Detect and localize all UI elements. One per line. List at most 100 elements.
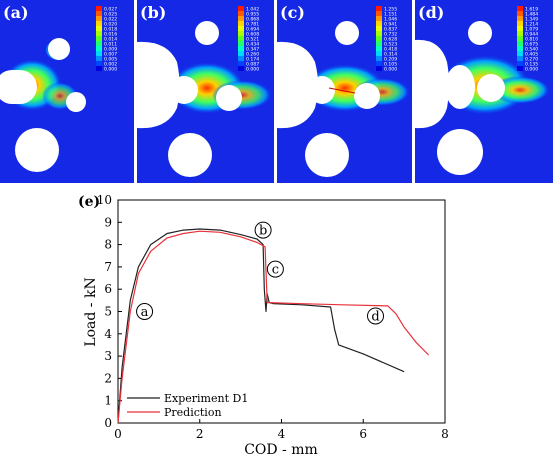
legend-c: 1.2551.1511.0460.9410.8370.7320.6280.523… xyxy=(376,6,397,73)
legend-swatch xyxy=(517,6,523,11)
annotation-circle xyxy=(266,260,284,278)
legend-value: 0.007 xyxy=(104,52,117,58)
contour-plot-d xyxy=(415,0,553,183)
legend-swatch xyxy=(238,56,244,61)
legend-swatch xyxy=(376,26,382,31)
legend-value: 0.000 xyxy=(104,67,117,73)
legend-swatch xyxy=(376,41,382,46)
legend-swatch xyxy=(238,16,244,21)
x-tick-label: 4 xyxy=(278,427,286,441)
legend-value: 0.174 xyxy=(246,57,259,63)
y-tick-label: 6 xyxy=(104,282,112,296)
legend-swatch xyxy=(238,61,244,66)
legend-value: 0.955 xyxy=(246,12,259,18)
legend-value: 0.018 xyxy=(104,27,117,33)
legend-swatch xyxy=(376,36,382,41)
legend-swatch xyxy=(238,26,244,31)
y-tick-label: 2 xyxy=(104,371,112,385)
legend-swatch xyxy=(96,36,102,41)
annotation-circle xyxy=(136,303,154,320)
annotations: a b c d xyxy=(136,221,385,325)
x-tick-label: 6 xyxy=(359,427,367,441)
legend-swatch xyxy=(96,66,102,71)
legend-value: 0.014 xyxy=(104,37,117,43)
legend-value: 0.521 xyxy=(246,37,259,43)
legend-value: 0.011 xyxy=(104,42,117,48)
panel-label-a: (a) xyxy=(3,3,29,22)
x-tick-label: 2 xyxy=(196,427,204,441)
x-tick-label: 8 xyxy=(441,427,449,441)
legend-value: 0.022 xyxy=(104,17,117,23)
legend-swatch xyxy=(238,51,244,56)
legend-swatch xyxy=(238,41,244,46)
legend-value: 0.105 xyxy=(384,62,397,68)
legend-value: 0.005 xyxy=(104,57,117,63)
legend-swatch xyxy=(376,21,382,26)
y-tick-label: 1 xyxy=(104,394,112,408)
legend-value: 0.810 xyxy=(525,37,538,43)
legend-value: 0.868 xyxy=(246,17,259,23)
legend-value: 0.020 xyxy=(104,22,117,28)
legend-value: 0.209 xyxy=(384,57,397,63)
legend-value: 0.608 xyxy=(246,32,259,38)
annotation-circle xyxy=(367,307,385,325)
legend-value: 0.027 xyxy=(104,7,117,13)
legend-swatch xyxy=(517,61,523,66)
legend-swatch xyxy=(238,11,244,16)
y-tick-label: 10 xyxy=(97,193,112,207)
legend-value: 0.523 xyxy=(384,42,397,48)
annotation-label: a xyxy=(141,305,149,320)
legend-swatch xyxy=(517,26,523,31)
y-tick-label: 5 xyxy=(104,305,112,319)
annotation-label: b xyxy=(259,224,267,239)
axis-ticks: 0 1 2 3 4 5 6 7 8 9 10 0 2 4 6 8 xyxy=(97,193,449,441)
legend-value: 0.000 xyxy=(246,67,259,73)
y-axis-label: Load - kN xyxy=(83,277,99,346)
legend-value: 0.781 xyxy=(246,22,259,28)
contour-panel-d: (d) 1.619 1.484 1.349 1.214 1.079 0.944 0.810 0… xyxy=(415,0,553,183)
legend-swatch xyxy=(376,51,382,56)
legend-value: 1.046 xyxy=(384,17,397,23)
legend-swatch xyxy=(517,66,523,71)
annotation-circle xyxy=(254,221,272,239)
x-axis-label: COD - mm xyxy=(244,442,318,458)
legend-swatch xyxy=(238,66,244,71)
legend-swatch xyxy=(96,16,102,21)
y-tick-label: 7 xyxy=(104,260,112,274)
legend-swatch xyxy=(238,21,244,26)
legend-swatch xyxy=(96,31,102,36)
legend-swatch xyxy=(376,6,382,11)
legend-value: 0.025 xyxy=(104,12,117,18)
legend-swatch xyxy=(96,41,102,46)
legend-swatch xyxy=(517,21,523,26)
legend-value: 0.434 xyxy=(246,42,259,48)
panel-label-c: (c) xyxy=(280,3,305,22)
legend-value: 0.314 xyxy=(384,52,397,58)
legend-swatch xyxy=(517,46,523,51)
y-tick-label: 4 xyxy=(104,327,112,341)
legend-value: 0.000 xyxy=(525,67,538,73)
legend-value: 0.016 xyxy=(104,32,117,38)
legend-b: 1.0420.9550.8680.7810.6940.6080.5210.434… xyxy=(238,6,259,73)
legend-value: 1.151 xyxy=(384,12,397,18)
legend-value: 0.002 xyxy=(104,62,117,68)
legend-value: 1.349 xyxy=(525,17,538,23)
legend-swatch xyxy=(376,31,382,36)
contour-panel-a: (a) 0.027 0.025 0.022 0.020 0.018 0.016 0.014 0… xyxy=(0,0,134,183)
legend-value: 0.675 xyxy=(525,42,538,48)
legend-swatch xyxy=(96,11,102,16)
legend-value: 1.255 xyxy=(384,7,397,13)
legend: Experiment D1 Prediction xyxy=(127,392,248,419)
legend-value: 0.135 xyxy=(525,62,538,68)
y-tick-label: 0 xyxy=(104,416,112,430)
legend-swatch xyxy=(96,46,102,51)
legend-value: 0.837 xyxy=(384,27,397,33)
legend-swatch xyxy=(96,6,102,11)
contour-plot-a xyxy=(0,0,134,183)
legend-swatch xyxy=(376,61,382,66)
legend-value: 0.270 xyxy=(525,57,538,63)
legend-value: 1.214 xyxy=(525,22,538,28)
legend-value: 0.260 xyxy=(246,52,259,58)
y-tick-label: 9 xyxy=(104,215,112,229)
legend-swatch xyxy=(517,56,523,61)
